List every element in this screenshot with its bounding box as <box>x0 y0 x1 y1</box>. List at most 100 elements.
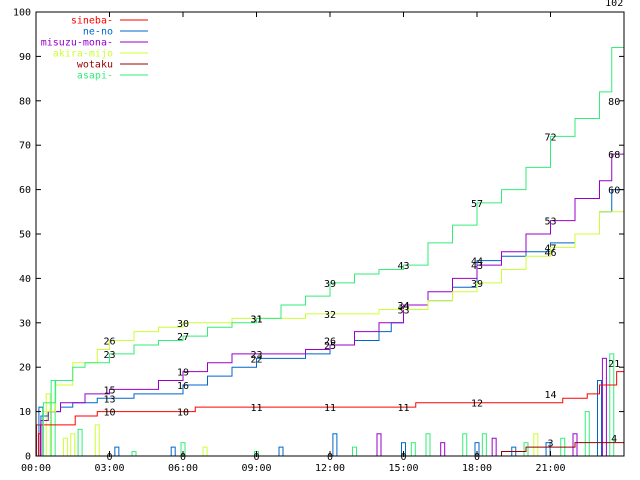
series-value-label: 102 <box>605 0 623 9</box>
legend-label: akira-mijo <box>53 49 113 60</box>
series-value-label: 26 <box>103 337 115 348</box>
series-value-label: 11 <box>397 403 409 414</box>
series-value-label: 53 <box>544 217 556 228</box>
hourly-bar <box>584 411 590 457</box>
series-value-label: 21 <box>608 359 620 370</box>
series-value-label: 0 <box>327 452 333 463</box>
series-value-label: 27 <box>177 332 189 343</box>
x-tick-label: 09:00 <box>241 463 271 474</box>
series-line <box>36 189 625 457</box>
legend-label: wotaku <box>77 60 113 71</box>
hourly-bar <box>533 433 539 457</box>
series-value-label: 80 <box>608 97 620 108</box>
series-value-label: 4 <box>611 434 617 445</box>
series-line <box>36 127 625 457</box>
hourly-bar <box>376 433 382 457</box>
y-tick-label: 10 <box>19 407 31 418</box>
series-value-label: 0 <box>474 452 480 463</box>
series-value-label: 30 <box>177 319 189 330</box>
series-value-label: 22 <box>250 354 262 365</box>
hourly-bar <box>410 442 416 457</box>
series-value-label: 0 <box>180 452 186 463</box>
y-tick-label: 70 <box>19 141 31 152</box>
x-tick-label: 21:00 <box>535 463 565 474</box>
hourly-bar <box>278 446 284 457</box>
series-value-label: 34 <box>397 301 409 312</box>
series-value-label: 0 <box>400 452 406 463</box>
series-value-label: 3 <box>547 439 553 450</box>
legend: sineba-ne-nomisuzu-mona-akira-mijowotaku… <box>41 16 148 82</box>
hourly-bar <box>601 357 607 457</box>
series-value-label: 43 <box>397 261 409 272</box>
series-value-label: 23 <box>250 350 262 361</box>
series-value-label: 31 <box>250 314 262 325</box>
x-tick-label: 06:00 <box>168 463 198 474</box>
y-tick-label: 90 <box>19 52 31 63</box>
hourly-bar <box>114 446 120 457</box>
hourly-bar <box>352 446 357 457</box>
series-value-labels: 10 10 11 11 11 121421131622263444466015192325… <box>103 0 623 463</box>
series-value-label: 19 <box>177 368 189 379</box>
series-value-label: 25 <box>324 341 336 352</box>
series-value-label: 11 <box>324 403 336 414</box>
series-value-label: 57 <box>471 199 483 210</box>
series-value-label: 39 <box>471 279 483 290</box>
y-tick-label: 80 <box>19 96 31 107</box>
hourly-bar <box>77 428 83 457</box>
hourly-bar <box>94 424 100 457</box>
hourly-bar <box>481 433 487 457</box>
series-lines <box>36 12 625 457</box>
series-value-label: 68 <box>608 150 620 161</box>
hourly-bar <box>131 451 137 457</box>
y-tick-label: 60 <box>19 185 31 196</box>
legend-label: ne-no <box>83 27 113 38</box>
y-tick-label: 100 <box>13 8 31 19</box>
hourly-bar <box>332 433 338 457</box>
series-value-label: 43 <box>471 261 483 272</box>
series-value-label: 34 <box>397 301 409 312</box>
legend-label: misuzu-mona- <box>41 38 113 49</box>
hourly-bar <box>440 442 446 457</box>
y-tick-label: 30 <box>19 318 31 329</box>
series-value-label: 72 <box>544 132 556 143</box>
y-tick-label: 40 <box>19 274 31 285</box>
hourly-bar <box>491 437 497 457</box>
series-value-label: 39 <box>324 279 336 290</box>
x-tick-label: 18:00 <box>462 463 492 474</box>
hourly-bar <box>70 433 76 457</box>
series-value-label: 32 <box>324 310 336 321</box>
series-value-label: 13 <box>103 394 115 405</box>
series-value-label: 46 <box>544 248 556 259</box>
y-tick-label: 50 <box>19 230 31 241</box>
series-line <box>36 12 625 457</box>
x-tick-label: 15:00 <box>388 463 418 474</box>
series-value-label: 23 <box>103 350 115 361</box>
series-value-label: 44 <box>471 257 483 268</box>
y-tick-label: 20 <box>19 363 31 374</box>
hourly-bar <box>170 446 176 457</box>
hourly-bar <box>425 433 431 457</box>
series-value-label: 15 <box>103 385 115 396</box>
hourly-bar <box>202 446 208 457</box>
x-tick-label: 12:00 <box>315 463 345 474</box>
hourly-bar <box>50 380 56 457</box>
x-tick-label: 00:00 <box>21 463 51 474</box>
series-value-label: 0 <box>106 452 112 463</box>
series-value-label: 31 <box>250 314 262 325</box>
series-value-label: 60 <box>608 186 620 197</box>
series-value-label: 11 <box>250 403 262 414</box>
legend-label: asapi- <box>77 71 113 82</box>
series-value-label: 47 <box>544 243 556 254</box>
x-axis: 00:00 03:00 06:00 09:00 12:00 15:00 18:00 21:00 <box>21 12 566 474</box>
x-tick-label: 03:00 <box>94 463 124 474</box>
series-value-label: 16 <box>177 381 189 392</box>
series-value-label: 10 <box>177 408 189 419</box>
y-tick-label: 0 <box>25 452 31 463</box>
series-value-label: 26 <box>324 337 336 348</box>
series-value-label: 14 <box>544 390 556 401</box>
series-value-label: 0 <box>253 452 259 463</box>
hourly-bar <box>462 433 468 457</box>
series-value-label: 33 <box>397 305 409 316</box>
